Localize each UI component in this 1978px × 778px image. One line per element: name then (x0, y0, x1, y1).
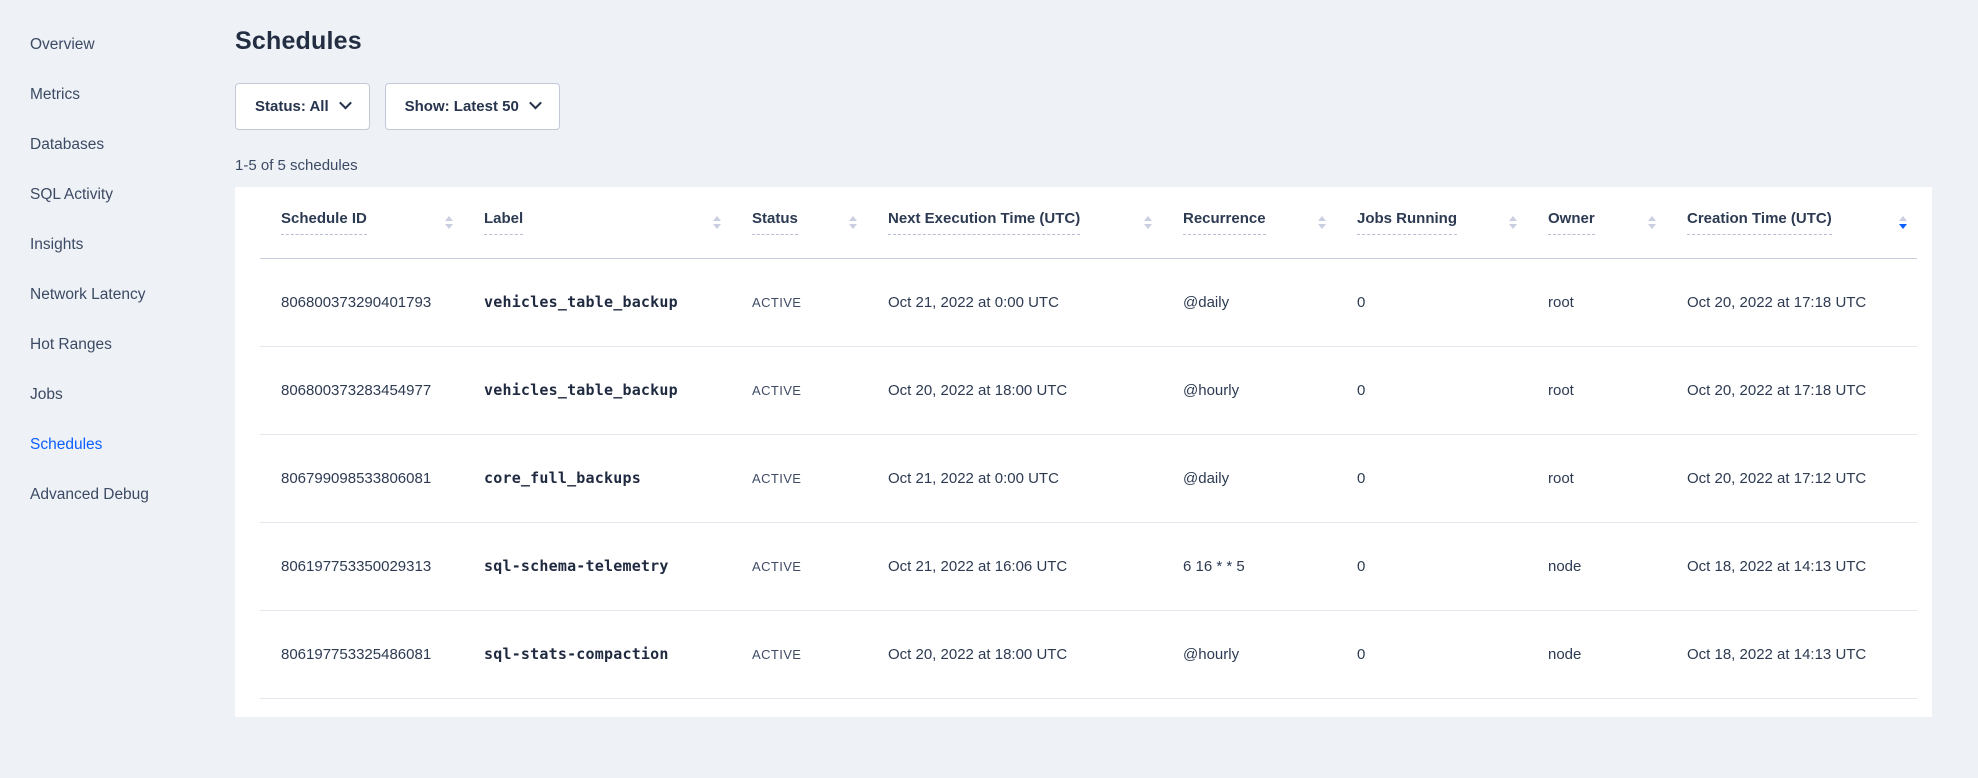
column-label: Recurrence (1183, 210, 1266, 235)
jobs-running-cell: 0 (1336, 522, 1527, 611)
next-execution-cell: Oct 20, 2022 at 18:00 UTC (867, 346, 1162, 435)
column-header-schedule-id[interactable]: Schedule ID (260, 187, 463, 259)
sort-icon (849, 215, 857, 229)
sort-icon (445, 215, 453, 229)
table-header-row: Schedule ID Label Status (260, 187, 1917, 259)
owner-cell: node (1527, 522, 1666, 611)
jobs-running-cell: 0 (1336, 610, 1527, 699)
page-title: Schedules (235, 27, 362, 55)
table-row[interactable]: 806800373283454977 vehicles_table_backup… (260, 346, 1917, 435)
jobs-running-cell: 0 (1336, 434, 1527, 523)
column-header-jobs-running[interactable]: Jobs Running (1336, 187, 1527, 259)
column-label: Status (752, 210, 798, 235)
owner-cell: root (1527, 346, 1666, 435)
status-filter-dropdown[interactable]: Status: All (235, 83, 370, 130)
creation-time-cell: Oct 18, 2022 at 14:13 UTC (1666, 522, 1917, 611)
chevron-down-icon (528, 96, 542, 110)
creation-time-cell: Oct 18, 2022 at 14:13 UTC (1666, 610, 1917, 699)
recurrence-cell: @hourly (1162, 610, 1336, 699)
jobs-running-cell: 0 (1336, 346, 1527, 435)
schedules-table: Schedule ID Label Status (260, 187, 1917, 699)
sidebar-item-jobs[interactable]: Jobs (30, 386, 63, 403)
column-label: Schedule ID (281, 210, 367, 235)
creation-time-cell: Oct 20, 2022 at 17:12 UTC (1666, 434, 1917, 523)
schedules-table-card: Schedule ID Label Status (235, 187, 1932, 717)
label-cell: vehicles_table_backup (463, 258, 731, 347)
sort-icon (1648, 215, 1656, 229)
results-count: 1-5 of 5 schedules (235, 157, 358, 174)
next-execution-cell: Oct 21, 2022 at 16:06 UTC (867, 522, 1162, 611)
jobs-running-cell: 0 (1336, 258, 1527, 347)
table-row[interactable]: 806197753350029313 sql-schema-telemetry … (260, 522, 1917, 611)
column-header-next-execution-time[interactable]: Next Execution Time (UTC) (867, 187, 1162, 259)
owner-cell: root (1527, 434, 1666, 523)
label-cell: sql-stats-compaction (463, 610, 731, 699)
column-label: Label (484, 210, 524, 235)
table-row[interactable]: 806197753325486081 sql-stats-compaction … (260, 610, 1917, 699)
label-cell: core_full_backups (463, 434, 731, 523)
sidebar-item-metrics[interactable]: Metrics (30, 86, 80, 103)
status-cell: ACTIVE (731, 258, 867, 347)
sort-icon (713, 215, 721, 229)
schedule-id-cell: 806197753350029313 (260, 522, 463, 611)
column-label: Jobs Running (1357, 210, 1457, 235)
column-header-label[interactable]: Label (463, 187, 731, 259)
sort-icon (1318, 215, 1326, 229)
next-execution-cell: Oct 20, 2022 at 18:00 UTC (867, 610, 1162, 699)
status-filter-label: Status: All (255, 98, 329, 115)
column-label: Next Execution Time (UTC) (888, 210, 1081, 235)
status-cell: ACTIVE (731, 522, 867, 611)
next-execution-cell: Oct 21, 2022 at 0:00 UTC (867, 258, 1162, 347)
show-filter-dropdown[interactable]: Show: Latest 50 (384, 83, 560, 130)
column-header-recurrence[interactable]: Recurrence (1162, 187, 1336, 259)
sidebar-item-overview[interactable]: Overview (30, 36, 95, 53)
next-execution-cell: Oct 21, 2022 at 0:00 UTC (867, 434, 1162, 523)
status-cell: ACTIVE (731, 346, 867, 435)
label-cell: vehicles_table_backup (463, 346, 731, 435)
label-cell: sql-schema-telemetry (463, 522, 731, 611)
chevron-down-icon (338, 96, 352, 110)
recurrence-cell: 6 16 * * 5 (1162, 522, 1336, 611)
sidebar-item-network-latency[interactable]: Network Latency (30, 286, 146, 303)
table-row[interactable]: 806800373290401793 vehicles_table_backup… (260, 258, 1917, 347)
recurrence-cell: @hourly (1162, 346, 1336, 435)
column-label: Creation Time (UTC) (1687, 210, 1832, 235)
sort-desc-icon (1899, 215, 1907, 229)
column-label: Owner (1548, 210, 1595, 235)
owner-cell: root (1527, 258, 1666, 347)
sidebar: Overview Metrics Databases SQL Activity … (0, 20, 235, 520)
sidebar-item-schedules[interactable]: Schedules (30, 436, 103, 453)
schedule-id-cell: 806800373283454977 (260, 346, 463, 435)
sort-icon (1144, 215, 1152, 229)
creation-time-cell: Oct 20, 2022 at 17:18 UTC (1666, 346, 1917, 435)
schedule-id-cell: 806197753325486081 (260, 610, 463, 699)
sidebar-item-advanced-debug[interactable]: Advanced Debug (30, 486, 149, 503)
sidebar-item-sql-activity[interactable]: SQL Activity (30, 186, 113, 203)
sidebar-item-databases[interactable]: Databases (30, 136, 105, 153)
filter-bar: Status: All Show: Latest 50 (235, 83, 560, 130)
creation-time-cell: Oct 20, 2022 at 17:18 UTC (1666, 258, 1917, 347)
sort-icon (1509, 215, 1517, 229)
sidebar-item-insights[interactable]: Insights (30, 236, 84, 253)
show-filter-label: Show: Latest 50 (404, 98, 519, 115)
owner-cell: node (1527, 610, 1666, 699)
sidebar-item-hot-ranges[interactable]: Hot Ranges (30, 336, 112, 353)
status-cell: ACTIVE (731, 610, 867, 699)
column-header-creation-time[interactable]: Creation Time (UTC) (1666, 187, 1917, 259)
column-header-owner[interactable]: Owner (1527, 187, 1666, 259)
schedule-id-cell: 806800373290401793 (260, 258, 463, 347)
schedule-id-cell: 806799098533806081 (260, 434, 463, 523)
recurrence-cell: @daily (1162, 258, 1336, 347)
table-row[interactable]: 806799098533806081 core_full_backups ACT… (260, 434, 1917, 523)
column-header-status[interactable]: Status (731, 187, 867, 259)
status-cell: ACTIVE (731, 434, 867, 523)
recurrence-cell: @daily (1162, 434, 1336, 523)
